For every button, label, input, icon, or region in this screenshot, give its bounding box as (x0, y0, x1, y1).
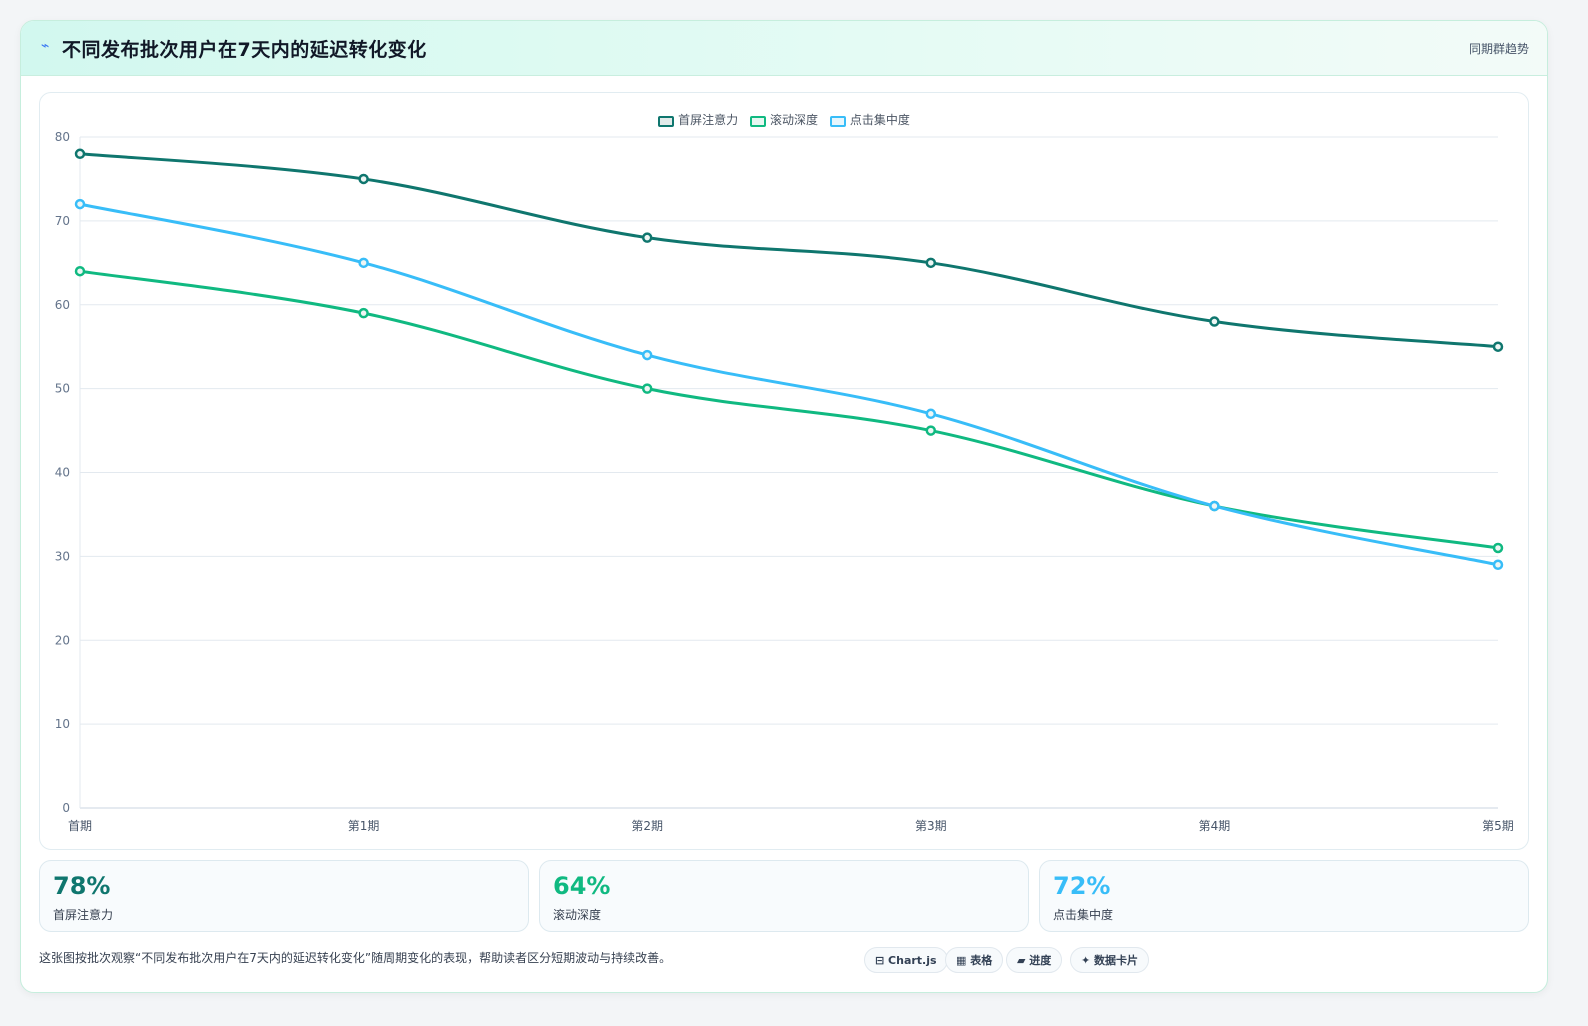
y-tick-label: 10 (55, 717, 70, 731)
x-tick-label: 第4期 (1199, 819, 1231, 833)
y-tick-label: 30 (55, 549, 70, 563)
stat-value: 64% (553, 872, 611, 900)
x-tick-label: 首期 (68, 819, 92, 833)
legend-swatch (829, 116, 846, 127)
chip-chartjs[interactable]: ⊟ Chart.js (864, 947, 948, 973)
y-tick-label: 70 (55, 214, 70, 228)
data-point (1209, 500, 1220, 512)
data-point (925, 408, 937, 420)
chart-area: 首屏注意力 滚动深度 点击集中度 0 10 20 30 40 50 60 70 80 首期 第1期 第… (39, 92, 1529, 850)
chip-progress[interactable]: ▰ 进度 (1006, 947, 1063, 973)
data-point (358, 173, 369, 185)
y-tick-label: 60 (55, 298, 70, 312)
data-point (1492, 559, 1504, 571)
legend-swatch (749, 116, 766, 127)
legend-swatch (658, 116, 675, 127)
x-tick-label: 第5期 (1482, 819, 1514, 833)
data-point (358, 257, 369, 269)
chart-card: ⌁ 不同发布批次用户在7天内的延迟转化变化 同期群趋势 首屏注意力 滚动深度 点… (20, 20, 1548, 993)
chip-table[interactable]: ▦ 表格 (945, 947, 1004, 973)
stat-card: 78% 首屏注意力 (39, 860, 529, 932)
chart-title: 不同发布批次用户在7天内的延迟转化变化 (62, 39, 427, 61)
legend-label: 首屏注意力 (678, 113, 739, 127)
bolt-icon: ⌁ (41, 38, 50, 54)
y-tick-label: 0 (62, 801, 70, 815)
y-tick-label: 50 (55, 382, 70, 396)
y-tick-label: 40 (55, 466, 70, 480)
series-line-2 (79, 269, 1499, 550)
series-line-1 (79, 152, 1499, 349)
data-point (1492, 341, 1504, 352)
header-tag: 同期群趋势 (1468, 42, 1529, 56)
data-point (925, 257, 937, 269)
data-point (641, 383, 653, 394)
data-point (74, 148, 86, 160)
series-line-3 (79, 202, 1499, 567)
stat-value: 72% (1053, 872, 1111, 900)
card-header: ⌁ 不同发布批次用户在7天内的延迟转化变化 同期群趋势 (21, 21, 1547, 76)
stat-card: 64% 滚动深度 (539, 860, 1029, 932)
legend-label: 点击集中度 (849, 113, 910, 127)
chart-legend: 首屏注意力 滚动深度 点击集中度 (40, 111, 1528, 128)
stat-card: 72% 点击集中度 (1039, 860, 1529, 932)
stat-label: 点击集中度 (1053, 908, 1114, 922)
data-point (641, 349, 653, 361)
stat-label: 滚动深度 (553, 908, 602, 922)
data-point (925, 425, 937, 436)
y-tick-label: 20 (55, 633, 70, 647)
legend-item[interactable]: 首屏注意力 (658, 111, 738, 128)
x-tick-label: 第3期 (915, 819, 947, 833)
y-tick-label: 80 (55, 130, 70, 144)
line-chart-svg: 0 10 20 30 40 50 60 70 80 首期 第1期 第2期 第3期 第4期 第5期 (55, 130, 1514, 833)
data-point (74, 198, 86, 210)
data-point (358, 307, 369, 319)
data-point (1492, 542, 1504, 554)
chart-description: 这张图按批次观察“不同发布批次用户在7天内的延迟转化变化”随周期变化的表现，帮助… (39, 951, 672, 965)
legend-item[interactable]: 点击集中度 (829, 111, 910, 128)
stat-value: 78% (53, 872, 111, 900)
data-point (1209, 316, 1220, 327)
stat-label: 首屏注意力 (53, 908, 114, 922)
x-tick-label: 第1期 (348, 819, 380, 833)
legend-item[interactable]: 滚动深度 (749, 111, 818, 128)
chip-data-card[interactable]: ✦ 数据卡片 (1070, 947, 1150, 973)
x-tick-label: 第2期 (631, 819, 663, 833)
legend-label: 滚动深度 (769, 113, 818, 127)
data-point (74, 265, 86, 277)
data-point (641, 232, 653, 243)
